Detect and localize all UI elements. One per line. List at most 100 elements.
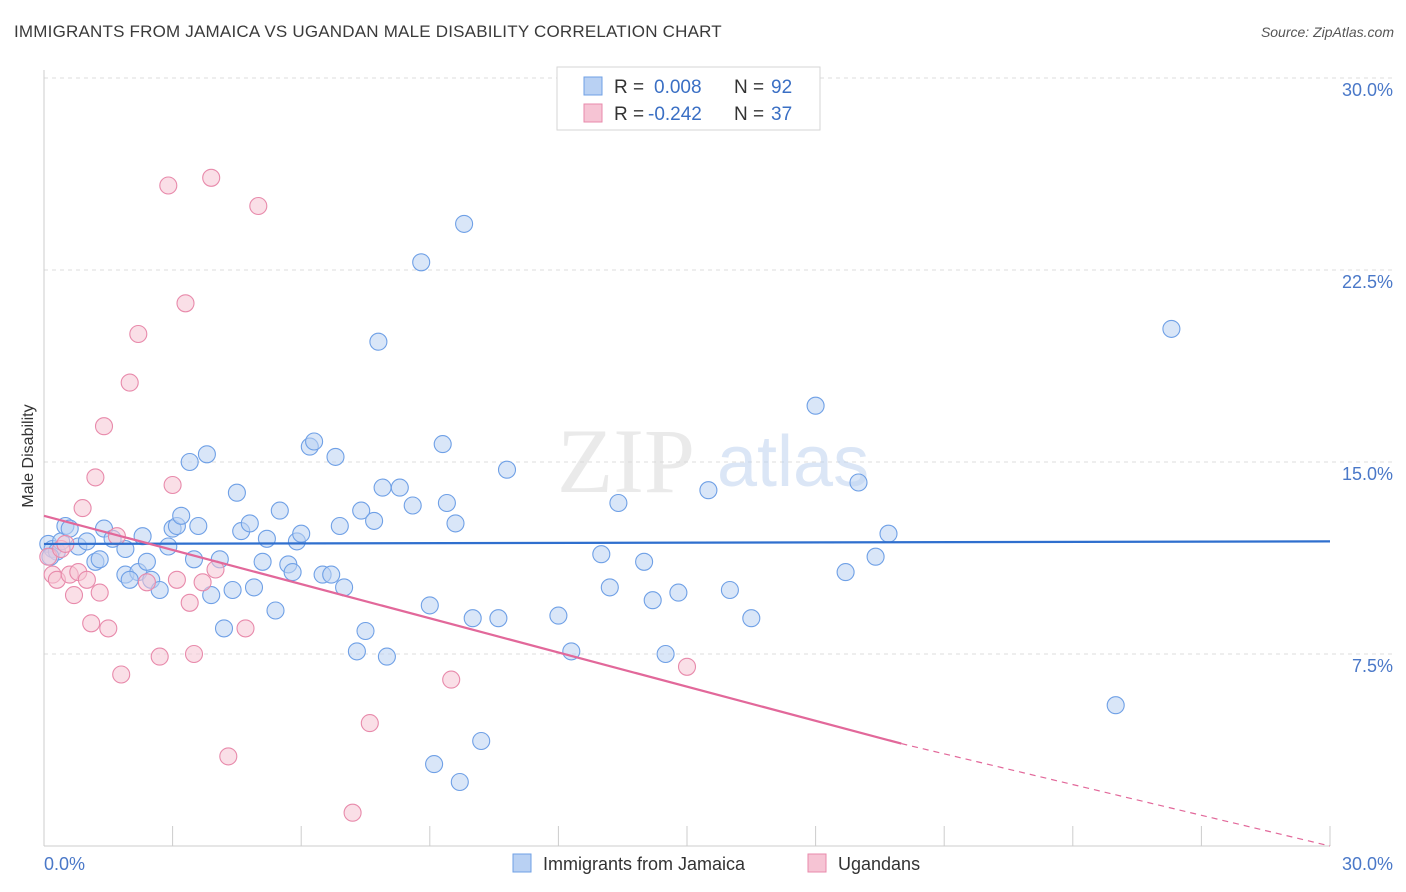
y-axis-label: Male Disability xyxy=(20,404,37,507)
point-jamaica xyxy=(270,501,289,520)
y-tick-label: 22.5% xyxy=(1342,272,1393,292)
legend-r-value-1: 0.008 xyxy=(654,77,702,98)
watermark: ZIP atlas xyxy=(557,410,869,512)
point-jamaica xyxy=(240,514,259,533)
point-ugandans xyxy=(90,583,109,602)
x-axis-ticks xyxy=(43,826,1331,846)
point-jamaica xyxy=(214,619,234,638)
point-ugandans xyxy=(82,614,101,633)
point-ugandans xyxy=(442,670,461,689)
point-jamaica xyxy=(365,511,384,530)
point-jamaica xyxy=(369,332,388,351)
point-jamaica xyxy=(322,565,341,584)
point-ugandans xyxy=(184,644,204,664)
point-ugandans xyxy=(236,619,255,638)
gridlines xyxy=(44,77,1392,655)
legend-r-label-2: R = xyxy=(614,104,644,125)
point-jamaica xyxy=(425,755,444,774)
series-legend: Immigrants from Jamaica Ugandans xyxy=(512,853,920,874)
point-ugandans xyxy=(99,619,118,638)
point-jamaica xyxy=(137,552,156,571)
point-jamaica xyxy=(472,731,491,751)
legend-r-label-1: R = xyxy=(614,77,644,98)
point-jamaica xyxy=(1162,319,1181,338)
point-ugandans xyxy=(112,665,131,684)
point-jamaica xyxy=(77,532,96,551)
point-jamaica xyxy=(390,478,409,497)
legend-n-value-1: 92 xyxy=(771,77,792,98)
point-jamaica xyxy=(720,580,739,600)
point-jamaica xyxy=(806,396,825,415)
point-jamaica xyxy=(352,501,371,520)
point-jamaica xyxy=(463,609,482,628)
point-jamaica xyxy=(635,552,654,571)
point-ugandans xyxy=(159,176,178,195)
point-ugandans xyxy=(202,168,221,187)
point-jamaica xyxy=(377,647,396,666)
point-ugandans xyxy=(86,468,105,487)
watermark-zip: ZIP xyxy=(557,410,695,512)
point-jamaica xyxy=(412,253,431,272)
point-jamaica xyxy=(549,606,568,625)
legend-swatch-ugandans xyxy=(583,103,603,123)
point-jamaica xyxy=(836,563,855,582)
point-jamaica xyxy=(609,493,628,513)
point-ugandans xyxy=(176,294,195,313)
y-tick-label: 15.0% xyxy=(1342,464,1393,484)
point-jamaica xyxy=(330,516,349,536)
point-ugandans xyxy=(180,593,199,612)
point-jamaica xyxy=(202,586,221,605)
point-jamaica xyxy=(223,580,242,600)
point-jamaica xyxy=(305,432,324,451)
chart-title: IMMIGRANTS FROM JAMAICA VS UGANDAN MALE … xyxy=(14,22,722,41)
point-jamaica xyxy=(433,435,452,454)
point-jamaica xyxy=(180,452,199,472)
trend-line-ugandans xyxy=(43,514,902,745)
source-label: Source: ZipAtlas.com xyxy=(1260,24,1394,40)
point-jamaica xyxy=(403,496,422,515)
point-ugandans xyxy=(249,196,268,216)
point-jamaica xyxy=(172,506,191,525)
point-ugandans xyxy=(167,570,186,589)
trend-line-jamaica xyxy=(43,540,1331,546)
point-jamaica xyxy=(497,460,517,479)
series-legend-jamaica: Immigrants from Jamaica xyxy=(543,854,746,874)
data-points xyxy=(39,168,1181,822)
point-jamaica xyxy=(600,578,619,597)
point-ugandans xyxy=(64,586,84,605)
point-jamaica xyxy=(669,583,688,602)
point-jamaica xyxy=(446,514,465,533)
series-legend-swatch-ugandans xyxy=(807,853,827,873)
point-jamaica xyxy=(656,644,675,664)
y-tick-label: 30.0% xyxy=(1342,80,1393,100)
point-ugandans xyxy=(77,570,96,589)
trend-line-ugandans-extension xyxy=(901,743,1331,847)
point-ugandans xyxy=(94,417,114,436)
point-jamaica xyxy=(266,601,285,620)
point-jamaica xyxy=(197,445,216,464)
point-jamaica xyxy=(283,563,302,582)
series-legend-swatch-jamaica xyxy=(512,853,532,873)
point-ugandans xyxy=(360,714,379,733)
point-jamaica xyxy=(437,493,456,513)
y-axis-tick-labels: 7.5% 15.0% 22.5% 30.0% xyxy=(1342,80,1393,676)
point-jamaica xyxy=(1106,696,1125,715)
legend-r-value-2: -0.242 xyxy=(648,104,702,125)
point-jamaica xyxy=(592,545,611,564)
point-jamaica xyxy=(699,481,718,500)
point-ugandans xyxy=(343,803,362,822)
point-jamaica xyxy=(849,473,868,492)
point-jamaica xyxy=(227,483,246,502)
legend-n-value-2: 37 xyxy=(771,104,792,125)
x-tick-label-max: 30.0% xyxy=(1342,854,1393,874)
point-ugandans xyxy=(150,647,169,666)
point-jamaica xyxy=(742,609,761,628)
point-ugandans xyxy=(129,324,148,344)
watermark-atlas: atlas xyxy=(717,422,869,502)
point-ugandans xyxy=(163,475,182,495)
point-jamaica xyxy=(450,772,469,792)
point-jamaica xyxy=(347,642,366,661)
point-jamaica xyxy=(879,524,898,543)
legend-swatch-jamaica xyxy=(583,76,603,96)
